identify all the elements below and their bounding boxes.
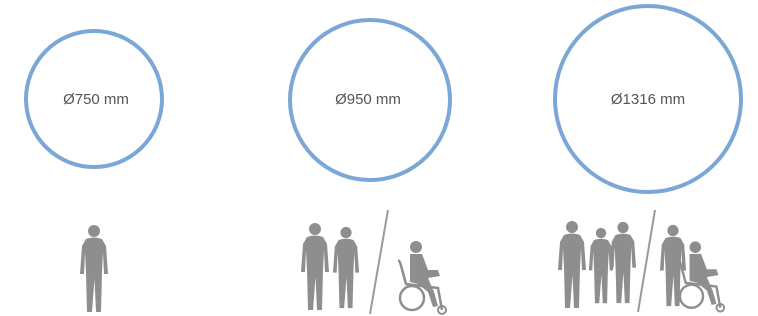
person [558, 221, 586, 308]
person [333, 227, 359, 308]
person [589, 228, 613, 303]
silhouettes [80, 210, 724, 314]
separator [370, 210, 388, 314]
diameter-label: Ø750 mm [63, 91, 129, 108]
person [610, 222, 636, 303]
person [80, 225, 108, 312]
wheelchair-user [398, 241, 446, 314]
separator [638, 210, 655, 312]
person [301, 223, 329, 310]
wheelchair-user [678, 241, 724, 311]
diagram: Ø750 mm Ø950 mm Ø1316 mm [0, 0, 758, 316]
diameter-label: Ø950 mm [335, 91, 401, 108]
diameter-label: Ø1316 mm [611, 91, 685, 108]
